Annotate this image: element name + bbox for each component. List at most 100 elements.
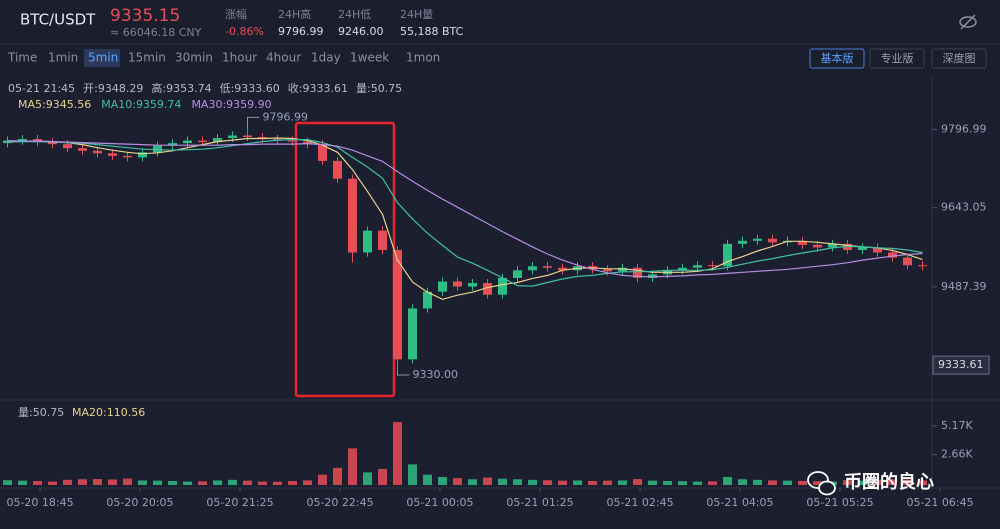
- interval-tab[interactable]: Time: [7, 51, 37, 65]
- candle-body: [453, 281, 462, 287]
- hide-icon[interactable]: [959, 14, 977, 30]
- info-text: 05-21 21:45: [8, 82, 75, 95]
- volume-bar: [738, 479, 747, 485]
- annotation-label: 9796.99: [263, 110, 309, 123]
- candle-body: [528, 266, 537, 271]
- candle-body: [813, 244, 822, 248]
- candle-body: [303, 141, 312, 145]
- interval-tab[interactable]: 5min: [88, 51, 118, 65]
- volume-bar: [378, 468, 387, 485]
- view-button-bg[interactable]: [869, 48, 925, 69]
- candle-body: [63, 144, 72, 149]
- interval-tab[interactable]: 1hour: [222, 51, 257, 65]
- volume-bar: [603, 480, 612, 485]
- volume-bar: [123, 478, 132, 485]
- info-text: 高:9353.74: [151, 81, 211, 95]
- view-button-bg[interactable]: [931, 48, 987, 69]
- volume-bar: [483, 477, 492, 485]
- candle-body: [543, 266, 552, 268]
- interval-tab[interactable]: 1mon: [406, 51, 440, 65]
- volume-bar: [588, 480, 597, 485]
- candle-body: [423, 291, 432, 309]
- candle-body: [18, 139, 27, 141]
- view-button[interactable]: 基本版: [821, 51, 854, 65]
- watermark: 币圈的良心: [807, 471, 934, 496]
- candle-body: [708, 265, 717, 267]
- ma-legend: MA5:9345.56: [18, 98, 91, 111]
- candle-body: [648, 274, 657, 278]
- volume-bar: [813, 481, 822, 485]
- volume-bar: [573, 480, 582, 485]
- volume-bar: [858, 480, 867, 485]
- candle-body: [108, 153, 117, 156]
- y-tick-label: 9643.05: [941, 201, 987, 214]
- candle-body: [198, 140, 207, 143]
- volume-bar: [903, 479, 912, 485]
- x-tick-label: 05-21 06:45: [906, 496, 973, 509]
- interval-tab[interactable]: 15min: [128, 51, 166, 65]
- volume-bar: [183, 481, 192, 485]
- volume-bar: [93, 479, 102, 485]
- interval-tab[interactable]: 1week: [350, 51, 389, 65]
- volume-bar: [648, 480, 657, 485]
- volume-bar: [558, 480, 567, 485]
- info-text: 低:9333.60: [220, 82, 280, 95]
- stat-label: 24H低: [338, 8, 371, 21]
- volume-bar: [663, 480, 672, 485]
- candle-body: [333, 160, 342, 179]
- candle-body: [903, 257, 912, 266]
- candle-body: [888, 252, 897, 258]
- candle-body: [738, 240, 747, 244]
- candle-body: [828, 243, 837, 248]
- candle-body: [123, 155, 132, 158]
- volume-bar: [918, 480, 927, 485]
- interval-tab[interactable]: 1day: [311, 51, 341, 65]
- x-tick-label: 05-20 18:45: [6, 496, 73, 509]
- candle-body: [138, 152, 147, 158]
- view-button-bg[interactable]: [809, 48, 865, 69]
- volume-bar: [48, 481, 57, 485]
- y-tick-label: 9487.39: [941, 280, 987, 293]
- candle-body: [603, 269, 612, 272]
- candle-body: [858, 247, 867, 250]
- volume-bar: [18, 480, 27, 485]
- volume-bar: [543, 480, 552, 485]
- volume-bar: [288, 480, 297, 485]
- interval-tab[interactable]: 4hour: [266, 51, 301, 65]
- candle-body: [378, 230, 387, 250]
- watermark-text: 币圈的良心: [844, 471, 934, 493]
- interval-tab[interactable]: 1min: [48, 51, 78, 65]
- volume-bar: [318, 474, 327, 485]
- x-tick-label: 05-21 04:05: [706, 496, 773, 509]
- info-text: 收:9333.61: [288, 81, 348, 95]
- ma-legend: MA30:9359.90: [191, 98, 271, 111]
- candle-body: [513, 270, 522, 278]
- candle-body: [468, 283, 477, 287]
- volume-bar: [693, 481, 702, 485]
- volume-bar: [678, 481, 687, 485]
- volume-bar: [33, 480, 42, 485]
- interval-tab[interactable]: 30min: [175, 51, 213, 65]
- view-button[interactable]: 深度图: [943, 51, 976, 65]
- annotation-pointer: [247, 116, 260, 130]
- volume-bar: [783, 480, 792, 485]
- cny-price: ≈ 66046.18 CNY: [110, 26, 202, 39]
- candle-body: [288, 140, 297, 142]
- volume-bar: [618, 480, 627, 485]
- pair: BTC/USDT: [20, 11, 96, 29]
- view-button[interactable]: 专业版: [881, 51, 914, 65]
- ma-legend: MA10:9359.74: [101, 98, 181, 111]
- volume-tick-label: 2.66K: [941, 448, 973, 461]
- volume-bar: [348, 448, 357, 485]
- volume-bar: [198, 481, 207, 485]
- volume-bar: [753, 479, 762, 485]
- volume-label: 量:50.75: [18, 406, 64, 419]
- candle-body: [438, 281, 447, 292]
- volume-bar: [453, 478, 462, 485]
- candle-body: [498, 277, 507, 295]
- candle-body: [393, 249, 402, 360]
- interval-active-bg: [84, 49, 120, 67]
- volume-bar: [888, 479, 897, 485]
- candle-body: [243, 135, 252, 138]
- wechat-icon: [807, 471, 829, 489]
